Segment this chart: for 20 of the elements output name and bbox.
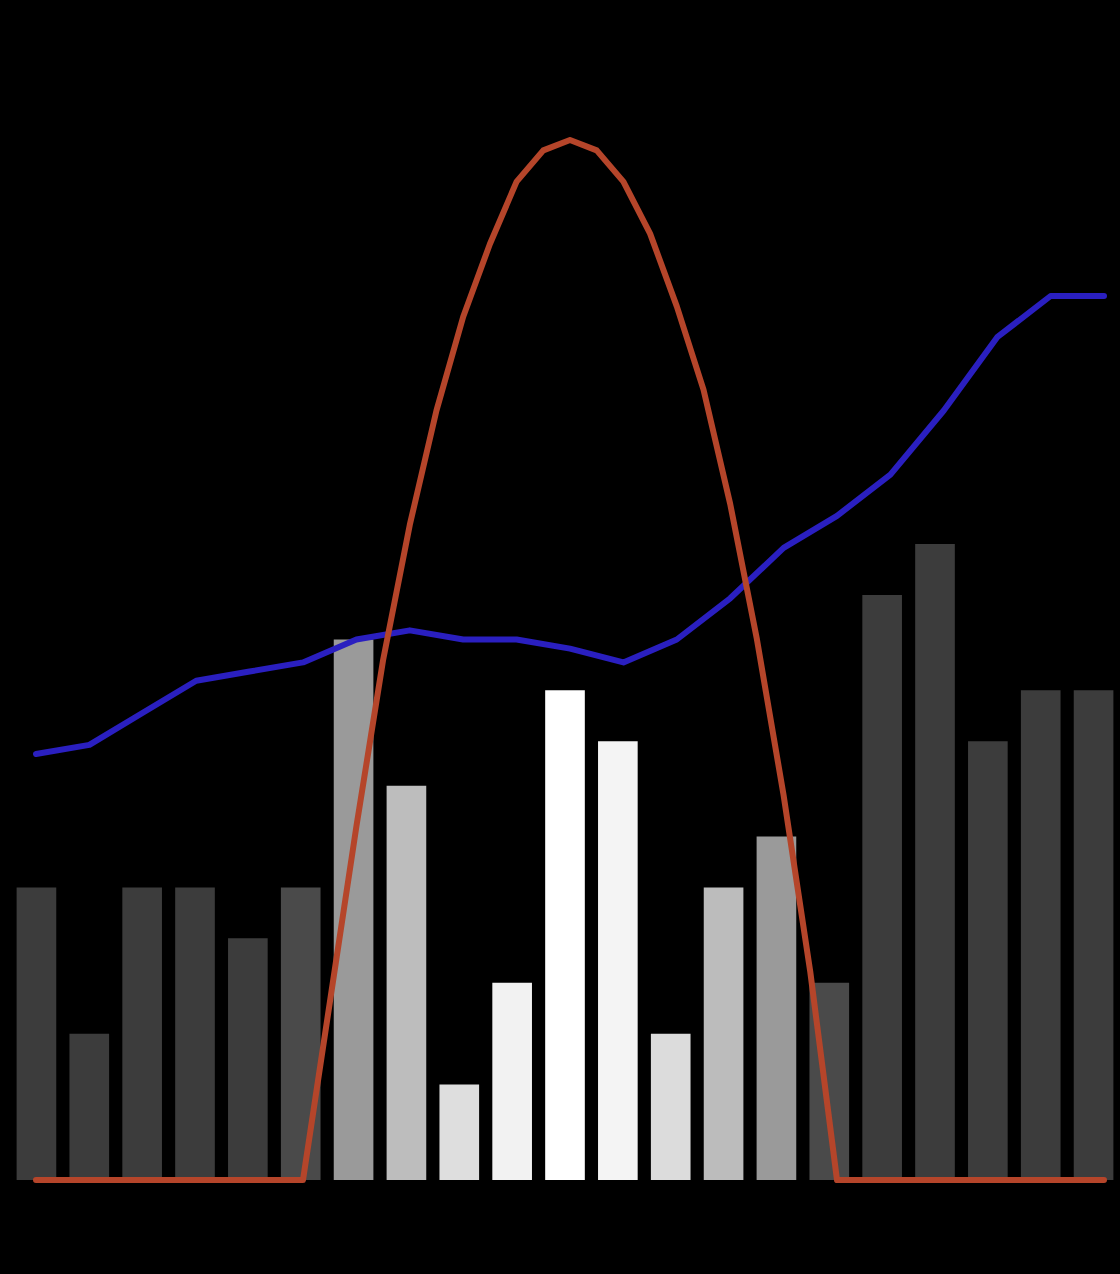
bar	[439, 1084, 480, 1180]
bar	[16, 887, 57, 1180]
bar	[1073, 690, 1114, 1180]
bar	[228, 938, 268, 1180]
bar	[862, 594, 902, 1180]
bar	[598, 741, 638, 1180]
bar	[703, 887, 744, 1180]
bar	[386, 785, 427, 1180]
bar	[968, 741, 1008, 1180]
bar	[122, 887, 162, 1180]
bar	[492, 982, 532, 1180]
bar	[280, 887, 321, 1180]
bar	[69, 1033, 110, 1180]
bar	[915, 544, 955, 1180]
bar	[1020, 690, 1061, 1180]
bar	[756, 836, 797, 1180]
bar	[175, 887, 215, 1180]
bar	[333, 639, 374, 1180]
bar	[545, 690, 585, 1180]
bar	[650, 1033, 691, 1180]
